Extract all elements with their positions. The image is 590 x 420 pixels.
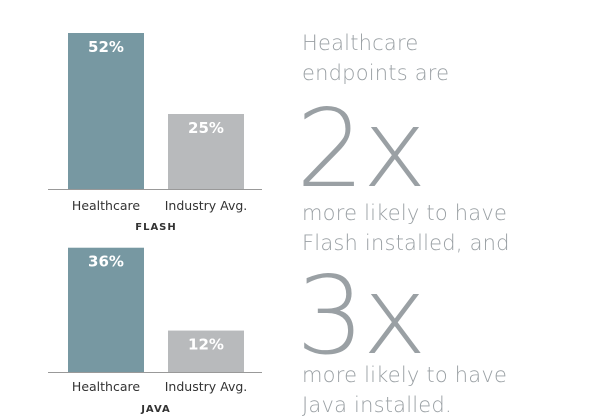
- flash-value-label: 52%: [88, 38, 124, 56]
- java-line-1: more likely to have: [302, 363, 508, 387]
- flash-category-label: Industry Avg.: [165, 198, 248, 213]
- java-category-label: Healthcare: [72, 379, 140, 394]
- flash-callout: more likely to have Flash installed, and: [302, 198, 510, 258]
- java-multiplier: 3x: [296, 254, 427, 379]
- java-bar-healthcare: [68, 247, 144, 372]
- java-callout: more likely to have Java installed.: [302, 360, 507, 420]
- java-bar-industry-avg: [168, 330, 244, 372]
- java-line-2: Java installed.: [302, 393, 452, 417]
- flash-line-1: more likely to have: [302, 201, 508, 225]
- headline-callout: Healthcare endpoints are: [302, 28, 449, 88]
- flash-chart-title: FLASH: [135, 222, 177, 233]
- flash-line-2: Flash installed, and: [302, 231, 510, 255]
- flash-category-label: Healthcare: [72, 198, 140, 213]
- headline-line-2: endpoints are: [302, 61, 450, 85]
- java-category-label: Industry Avg.: [165, 379, 248, 394]
- flash-multiplier: 2x: [296, 87, 427, 212]
- flash-value-label: 25%: [188, 119, 224, 137]
- java-value-label: 12%: [188, 336, 224, 354]
- java-value-label: 36%: [88, 253, 124, 271]
- flash-bar-industry-avg: [168, 114, 244, 189]
- flash-bar-healthcare: [68, 33, 144, 189]
- headline-line-1: Healthcare: [302, 31, 419, 55]
- java-chart-title: JAVA: [140, 404, 171, 415]
- bar-charts: 52% Healthcare 25% Industry Avg. FLASH 36% Hea…: [48, 33, 262, 415]
